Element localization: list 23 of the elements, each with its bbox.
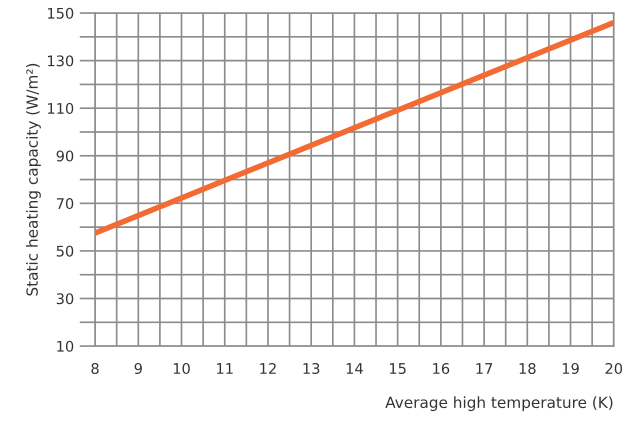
y-tick-label: 110: [48, 102, 74, 114]
y-axis-title: Static heating capacity (W/m²): [26, 64, 41, 296]
x-tick-label: 14: [346, 363, 363, 374]
y-tick-label: 50: [56, 246, 74, 257]
x-tick-label: 19: [562, 362, 579, 374]
x-tick-label: 16: [433, 362, 450, 374]
x-tick-label: 15: [390, 363, 406, 374]
x-tick-label: 13: [304, 362, 320, 374]
y-tick-label: 130: [48, 55, 74, 66]
y-tick-label: 30: [56, 293, 74, 304]
x-tick-label: 18: [520, 362, 536, 374]
x-tick-label: 10: [174, 362, 190, 374]
x-tick-label: 20: [606, 362, 622, 374]
x-axis-title: Average high temperature (K): [385, 396, 612, 412]
x-tick-label: 11: [217, 363, 233, 374]
y-tick-label: 70: [56, 198, 74, 210]
x-tick-label: 9: [134, 362, 142, 374]
y-tick-label: 150: [48, 8, 74, 19]
x-tick-label: 17: [476, 363, 492, 374]
y-tick-label: 10: [57, 340, 74, 352]
y-tick-label: 90: [56, 150, 74, 162]
x-tick-label: 8: [91, 362, 99, 374]
x-tick-label: 12: [260, 362, 276, 374]
